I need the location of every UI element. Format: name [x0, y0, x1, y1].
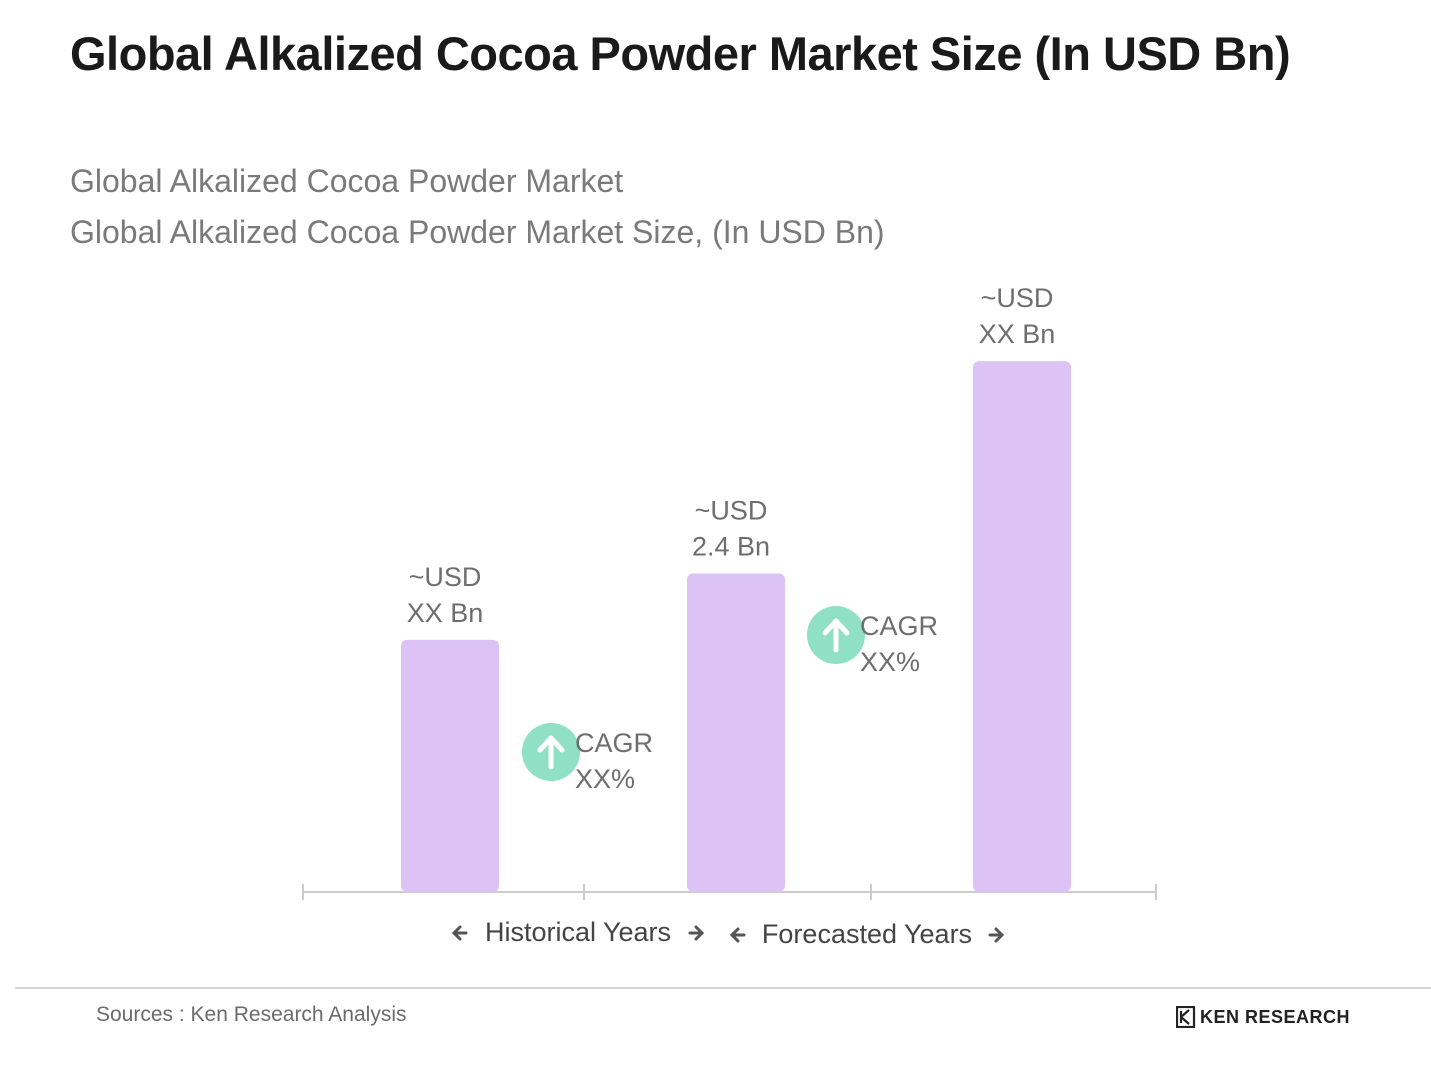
cagr-label-1-line2: XX% — [860, 647, 920, 677]
bar-label-2-line1: ~USD — [981, 283, 1054, 313]
ken-research-logo: KEN RESEARCH — [1176, 1006, 1350, 1028]
cagr-label-1-line1: CAGR — [860, 611, 938, 641]
bar-label-0-line2: XX Bn — [407, 598, 484, 628]
bar-1 — [687, 573, 785, 892]
bar-label-0-line1: ~USD — [409, 562, 482, 592]
chart-title: Global Alkalized Cocoa Powder Market Siz… — [70, 27, 1291, 80]
bar-0 — [401, 639, 499, 892]
logo-text: KEN RESEARCH — [1200, 1006, 1351, 1027]
cagr-arrow-glyph-0 — [537, 735, 565, 770]
bar-label-2-line2: XX Bn — [979, 319, 1056, 349]
bar-label-1-line1: ~USD — [695, 495, 768, 525]
historical-years-label: Historical Years — [485, 917, 671, 947]
historical-left-arrow-icon — [451, 925, 468, 941]
ken-logo-icon — [1176, 1006, 1196, 1028]
source-note: Sources : Ken Research Analysis — [96, 1003, 407, 1026]
forecast-left-arrow-icon — [729, 927, 746, 943]
forecasted-years-label: Forecasted Years — [762, 919, 972, 949]
bar-label-1-line2: 2.4 Bn — [692, 531, 770, 561]
cagr-label-0-line1: CAGR — [575, 728, 653, 758]
chart-subtitle-1: Global Alkalized Cocoa Powder Market — [70, 163, 624, 199]
forecast-right-arrow-icon — [988, 927, 1005, 943]
cagr-label-0-line2: XX% — [575, 764, 635, 794]
chart-subtitle-2: Global Alkalized Cocoa Powder Market Siz… — [70, 214, 885, 250]
bar-2 — [973, 361, 1071, 892]
cagr-arrow-glyph-1 — [822, 618, 850, 653]
footer-divider — [15, 987, 1431, 989]
historical-right-arrow-icon — [688, 925, 705, 941]
